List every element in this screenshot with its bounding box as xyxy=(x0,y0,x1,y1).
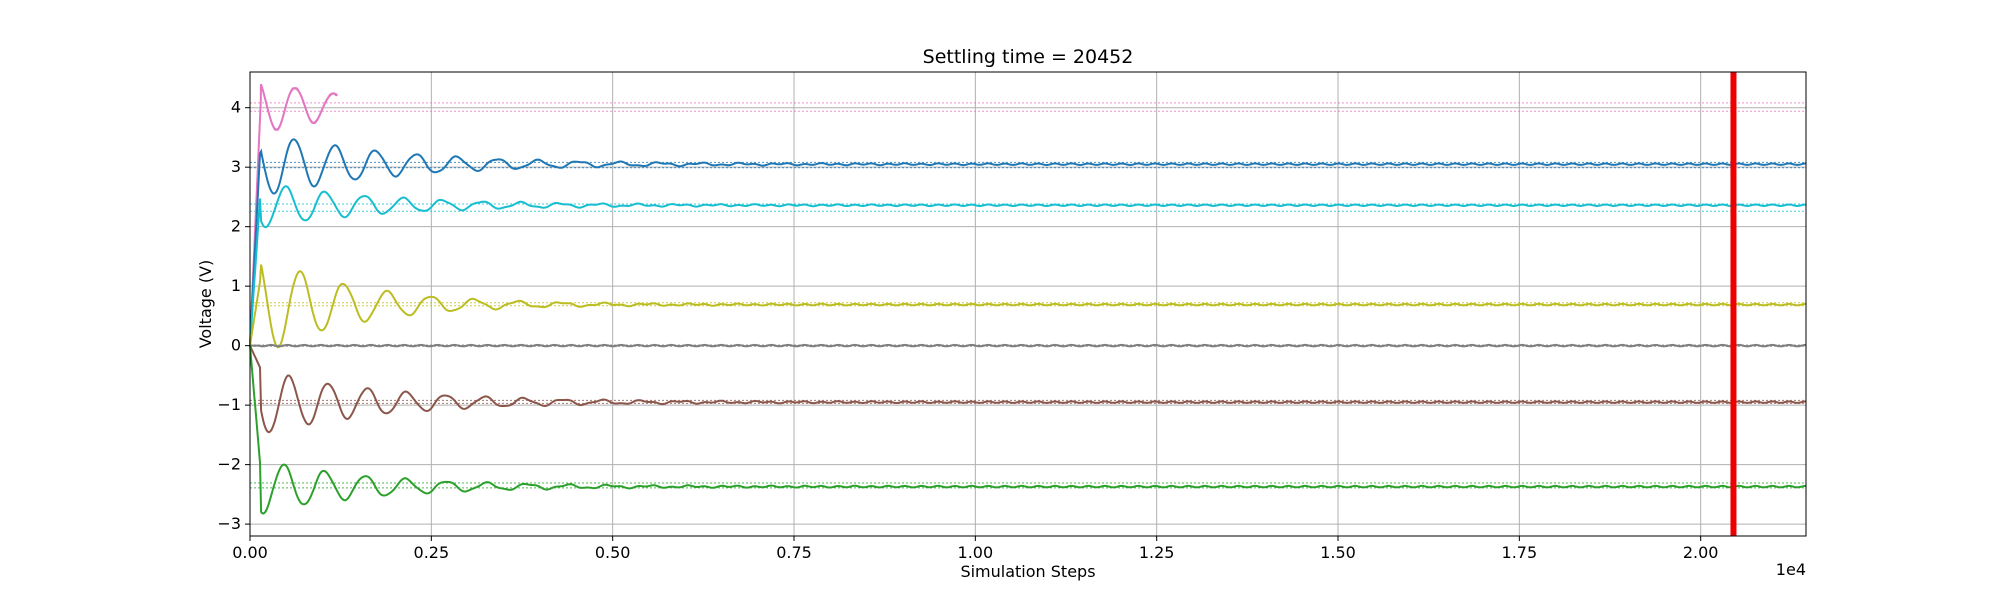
series-line xyxy=(249,264,1806,349)
y-tick-label: 0 xyxy=(231,336,241,355)
x-axis-label: Simulation Steps xyxy=(960,562,1095,581)
y-tick-label: 3 xyxy=(231,157,241,176)
y-tick-label: 4 xyxy=(231,98,241,117)
y-tick-label: −3 xyxy=(217,514,241,533)
series-line xyxy=(249,138,1806,346)
x-tick-label: 1.00 xyxy=(958,543,994,562)
y-tick-label: 2 xyxy=(231,217,241,236)
x-tick-label: 0.25 xyxy=(414,543,450,562)
series-lines xyxy=(249,83,1807,515)
y-axis-ticks: −3 −2 −1 0 1 2 3 4 xyxy=(217,98,250,533)
y-tick-label: −1 xyxy=(217,395,241,414)
x-tick-label: 2.00 xyxy=(1683,543,1719,562)
x-tick-label: 0.00 xyxy=(232,543,268,562)
x-tick-label: 1.75 xyxy=(1502,543,1538,562)
series-line xyxy=(249,185,1807,346)
x-axis-ticks: 0.00 0.25 0.50 0.75 1.00 1.25 1.50 1.75 2.00 xyxy=(232,536,1718,562)
chart-title: Settling time = 20452 xyxy=(923,46,1134,68)
series-line xyxy=(249,345,1807,434)
plot-frame xyxy=(249,71,1807,537)
y-tick-label: 1 xyxy=(231,276,241,295)
y-tick-label: −2 xyxy=(217,455,241,474)
x-tick-label: 0.75 xyxy=(776,543,812,562)
series-line xyxy=(249,83,338,346)
x-tick-label: 0.50 xyxy=(595,543,631,562)
x-tick-label: 1.50 xyxy=(1320,543,1356,562)
settling-bands xyxy=(250,102,1806,489)
y-axis-label: Voltage (V) xyxy=(196,260,215,349)
series-line xyxy=(249,345,1806,515)
x-tick-label: 1.25 xyxy=(1139,543,1175,562)
x-axis-offset-label: 1e4 xyxy=(1776,560,1806,579)
series-line xyxy=(250,343,1807,348)
